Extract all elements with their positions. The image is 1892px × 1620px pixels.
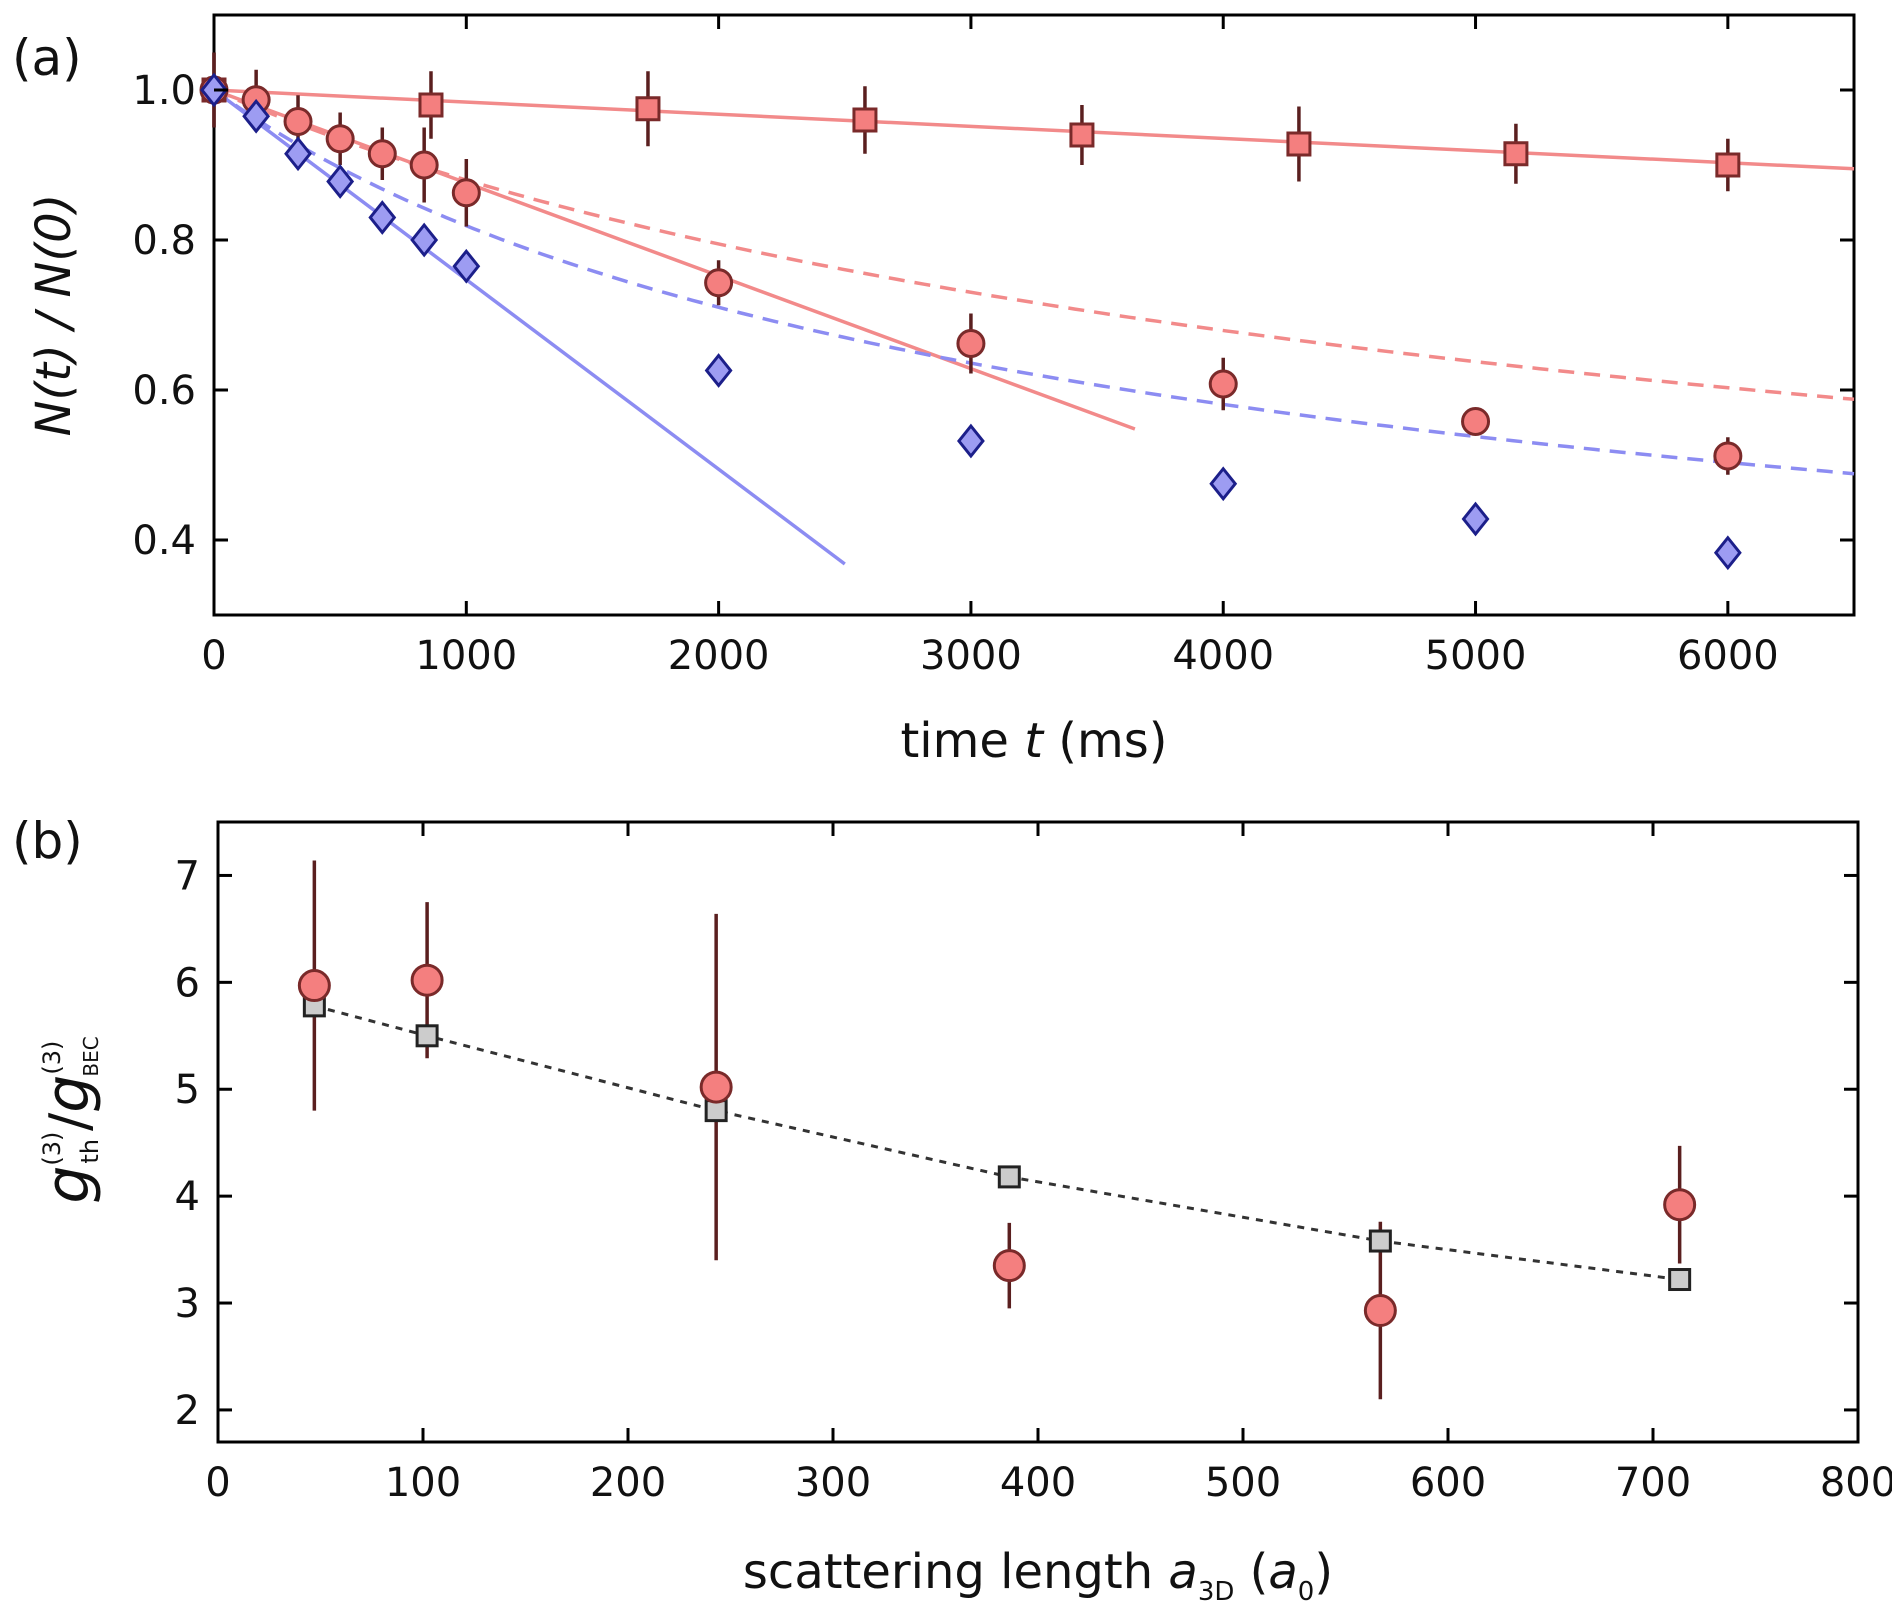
panel-b: (b) 0 100 200 300 400 500 600 700 800 2 3 4 5 6 7 sca…	[12, 812, 1892, 1607]
panel-b-x-tick-label: 800	[1820, 1460, 1892, 1506]
panel-b-markers	[297, 860, 1697, 1400]
panel-a-square-fit-line	[213, 88, 1855, 171]
panel-a-circles-marker	[1461, 407, 1491, 436]
panel-a-y-tick-label: 0.6	[132, 368, 196, 414]
panel-b-theory-squares-marker	[415, 1024, 439, 1048]
panel-b-theory-squares-marker	[1368, 1229, 1392, 1253]
panel-a-x-tick-label: 0	[201, 633, 226, 679]
panel-b-x-tick-label: 400	[1000, 1460, 1076, 1506]
panel-a-y-tick-label: 1.0	[132, 68, 196, 114]
panel-b-measured-circles-marker	[1663, 1188, 1697, 1222]
panel-b-measured-circles-marker	[410, 963, 444, 997]
panel-b-x-tick-label: 700	[1615, 1460, 1691, 1506]
panel-a-circle-linear-fit-line	[213, 88, 1136, 431]
panel-a-diamonds-marker	[1209, 466, 1238, 502]
panel-a: (a) 0 1000 2000 3000 4000 5000 6000 0.4 0.6 0.8 1…	[12, 13, 1856, 769]
panel-b-x-ticks: 0 100 200 300 400 500 600 700 800	[205, 822, 1892, 1506]
panel-a-x-tick-label: 5000	[1425, 633, 1527, 679]
panel-b-x-tick-label: 0	[205, 1460, 230, 1506]
panel-b-theory-squares-marker	[997, 1165, 1021, 1189]
panel-a-diamonds-marker	[326, 164, 355, 199]
panel-a-diamonds-marker	[957, 423, 985, 459]
panel-b-y-tick-label: 7	[175, 853, 200, 899]
panel-a-x-tick-label: 2000	[668, 633, 770, 679]
panel-a-squares-marker	[852, 107, 878, 133]
panel-a-circles-marker	[367, 139, 397, 169]
panel-a-x-tick-label: 6000	[1677, 633, 1779, 679]
panel-b-measured-circles-marker	[297, 969, 331, 1003]
panel-a-circle-decay-fit-line	[213, 88, 1855, 402]
panel-a-circles-marker	[325, 124, 355, 154]
panel-b-x-tick-label: 100	[385, 1460, 461, 1506]
panel-a-squares-marker	[1286, 131, 1312, 157]
panel-b-theory-dotted-line	[314, 1004, 1680, 1281]
panel-a-y-tick-label: 0.4	[132, 518, 196, 564]
panel-a-circles-marker	[451, 178, 481, 208]
panel-a-label: (a)	[12, 29, 82, 87]
panel-a-x-tick-label: 4000	[1172, 633, 1274, 679]
panel-b-measured-circles-marker	[992, 1249, 1026, 1283]
panel-a-diamonds-marker	[410, 222, 439, 258]
panel-a-diamonds-marker	[704, 353, 733, 388]
panel-b-y-tick-label: 5	[175, 1067, 200, 1113]
panel-a-fit-lines	[212, 88, 1855, 566]
panel-b-y-ticks: 2 3 4 5 6 7	[175, 853, 1858, 1434]
panel-a-squares-marker	[1069, 122, 1095, 148]
panel-a-y-axis-title: N(t) / N(0)	[26, 194, 82, 437]
svg-text:g(3)th/g(3)BEC: g(3) th/g(3) BEC	[33, 1036, 104, 1203]
panel-b-frame	[216, 820, 1860, 1444]
panel-b-x-tick-label: 200	[590, 1460, 666, 1506]
panel-b-x-axis-title: scattering length a3D (a0)	[743, 1544, 1333, 1607]
panel-b-y-tick-label: 6	[175, 960, 200, 1006]
panel-a-squares-marker	[1503, 141, 1529, 167]
panel-a-diamonds-marker	[284, 136, 312, 172]
panel-a-x-axis-title: time t (ms)	[900, 713, 1167, 769]
panel-a-x-tick-label: 1000	[415, 633, 517, 679]
panel-b-measured-circles-marker	[699, 1070, 733, 1104]
panel-a-circles-marker	[283, 107, 313, 136]
panel-a-circles-marker	[1208, 369, 1238, 399]
panel-a-markers	[199, 52, 1743, 571]
panel-a-diamonds-marker	[368, 200, 397, 235]
panel-a-squares-marker	[1715, 152, 1741, 178]
panel-a-y-tick-label: 0.8	[132, 218, 196, 264]
panel-a-y-ticks: 0.4 0.6 0.8 1.0	[132, 68, 1854, 564]
panel-b-y-tick-label: 3	[175, 1281, 200, 1327]
panel-a-diamond-linear-fit-line	[212, 88, 846, 566]
panel-b-y-tick-label: 2	[175, 1388, 200, 1434]
panel-b-x-tick-label: 600	[1410, 1460, 1486, 1506]
panel-b-x-tick-label: 500	[1205, 1460, 1281, 1506]
panel-a-circles-marker	[704, 268, 734, 298]
panel-a-squares-marker	[418, 92, 444, 118]
panel-a-diamonds-marker	[452, 248, 481, 284]
panel-a-frame	[212, 13, 1856, 617]
panel-b-label: (b)	[12, 812, 83, 870]
panel-a-x-ticks: 0 1000 2000 3000 4000 5000 6000	[201, 15, 1779, 679]
panel-b-theory-squares-marker	[1668, 1268, 1692, 1292]
panel-b-theory-squares-marker	[704, 1099, 728, 1123]
panel-a-diamonds-marker	[1461, 501, 1490, 537]
panel-a-squares-marker	[635, 96, 661, 122]
panel-a-diamond-decay-fit-line	[212, 88, 1855, 476]
panel-a-x-tick-label: 3000	[920, 633, 1022, 679]
panel-a-diamonds-marker	[1713, 535, 1742, 571]
panel-b-y-axis-title: g(3) th/g(3) BEC	[33, 1036, 104, 1203]
panel-b-fit-lines	[314, 1004, 1680, 1281]
panel-b-measured-circles-marker	[1363, 1294, 1397, 1328]
panel-b-y-tick-label: 4	[175, 1174, 200, 1220]
panel-a-circles-marker	[1713, 441, 1743, 471]
panel-b-x-tick-label: 300	[795, 1460, 871, 1506]
panel-a-circles-marker	[409, 150, 439, 180]
panel-a-circles-marker	[956, 329, 986, 358]
panel-a-diamonds-marker	[242, 98, 271, 134]
